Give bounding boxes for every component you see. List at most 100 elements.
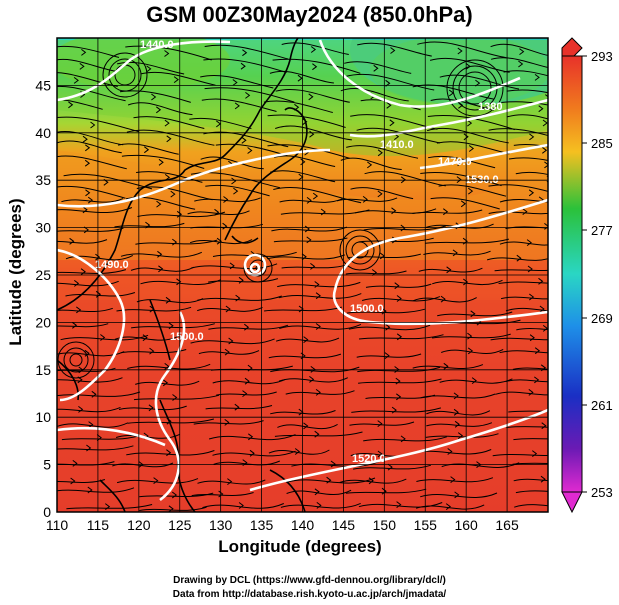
streamline-arrow bbox=[234, 403, 240, 411]
streamline-arrow bbox=[298, 305, 304, 313]
streamline bbox=[515, 171, 548, 175]
streamline bbox=[140, 279, 221, 286]
streamline-arrow bbox=[446, 266, 452, 274]
streamline-arrow bbox=[229, 262, 235, 270]
streamline-arrow bbox=[164, 119, 170, 127]
streamline bbox=[57, 227, 124, 232]
streamline bbox=[57, 269, 127, 274]
streamline-arrow bbox=[391, 207, 397, 215]
streamline bbox=[274, 431, 363, 437]
streamline bbox=[346, 308, 426, 314]
streamline-arrow bbox=[170, 190, 176, 198]
streamline-arrow bbox=[248, 433, 254, 441]
streamline-arrow bbox=[166, 449, 172, 457]
streamline-arrow bbox=[235, 294, 241, 302]
streamline-arrow bbox=[164, 174, 171, 181]
streamline bbox=[340, 87, 409, 102]
streamline-arrow bbox=[454, 491, 460, 499]
streamline bbox=[121, 154, 205, 169]
contour-label: 1410.0 bbox=[380, 139, 414, 151]
streamline bbox=[57, 351, 125, 357]
eddy-streamline bbox=[102, 52, 148, 98]
streamline bbox=[208, 324, 289, 330]
streamline bbox=[190, 263, 278, 270]
contour-label: 1470.0 bbox=[438, 156, 472, 168]
streamline bbox=[278, 293, 362, 299]
streamline bbox=[198, 350, 260, 355]
streamline-arrow bbox=[301, 253, 307, 261]
streamline-arrow bbox=[542, 119, 548, 127]
streamline-arrow bbox=[224, 348, 230, 356]
streamline bbox=[344, 61, 412, 74]
streamline-arrow bbox=[456, 176, 462, 183]
streamline bbox=[512, 367, 548, 370]
streamline bbox=[118, 405, 187, 411]
x-tick-label: 140 bbox=[291, 517, 315, 533]
streamline bbox=[346, 145, 419, 159]
streamline bbox=[364, 171, 446, 187]
streamline-arrow bbox=[172, 394, 178, 401]
y-tick-label: 10 bbox=[35, 409, 51, 425]
streamline bbox=[275, 337, 340, 343]
streamline bbox=[277, 281, 361, 288]
streamline-arrow bbox=[538, 277, 544, 285]
streamline-arrow bbox=[467, 332, 473, 340]
y-tick-label: 0 bbox=[43, 504, 51, 520]
streamline-arrow bbox=[534, 74, 540, 81]
streamline bbox=[200, 74, 274, 89]
streamline-arrow bbox=[468, 145, 475, 152]
streamline-arrow bbox=[528, 389, 534, 396]
streamline bbox=[488, 128, 548, 137]
streamline-arrow bbox=[87, 486, 93, 494]
streamline-arrow bbox=[387, 463, 393, 471]
streamline-arrow bbox=[162, 379, 169, 387]
streamline-arrow bbox=[551, 435, 555, 441]
streamline bbox=[490, 43, 548, 56]
streamline bbox=[499, 241, 548, 246]
streamline-arrow bbox=[166, 135, 172, 143]
streamline bbox=[413, 297, 477, 303]
x-tick-label: 135 bbox=[250, 517, 274, 533]
streamline bbox=[204, 44, 289, 60]
streamline-arrow bbox=[368, 477, 374, 485]
streamline-arrow bbox=[149, 347, 155, 355]
streamline bbox=[201, 98, 277, 112]
streamline-arrow bbox=[460, 200, 467, 208]
streamline-arrow bbox=[453, 392, 459, 400]
streamline bbox=[271, 226, 348, 232]
streamline bbox=[57, 58, 119, 73]
streamline bbox=[190, 172, 281, 189]
contour-label: 1520.0 bbox=[352, 453, 386, 465]
contour-label: 1440.0 bbox=[140, 39, 174, 51]
streamline-arrow bbox=[172, 238, 178, 246]
streamline-arrow bbox=[450, 476, 456, 483]
y-tick-label: 30 bbox=[35, 220, 51, 236]
streamline bbox=[488, 211, 548, 215]
streamline-arrow bbox=[156, 106, 162, 114]
streamline bbox=[205, 184, 270, 197]
streamline-arrow bbox=[151, 93, 157, 101]
streamline bbox=[506, 114, 548, 120]
streamline bbox=[190, 338, 275, 345]
streamline bbox=[197, 479, 266, 485]
streamline bbox=[486, 257, 548, 261]
streamline bbox=[127, 102, 193, 116]
streamline-arrow bbox=[146, 65, 152, 73]
streamline bbox=[439, 378, 513, 384]
streamline bbox=[136, 186, 213, 201]
x-tick-label: 115 bbox=[87, 517, 110, 533]
streamline bbox=[508, 157, 548, 161]
streamline-arrow bbox=[468, 187, 474, 195]
streamline-arrow bbox=[471, 377, 477, 384]
streamline bbox=[187, 210, 250, 215]
streamline bbox=[420, 172, 502, 187]
streamline-arrow bbox=[314, 488, 320, 496]
streamline bbox=[57, 307, 113, 313]
streamline-arrow bbox=[532, 450, 538, 457]
streamline bbox=[492, 453, 548, 457]
streamline-arrow bbox=[541, 422, 547, 430]
streamline-arrow bbox=[527, 265, 533, 273]
streamline bbox=[275, 88, 350, 103]
streamline bbox=[57, 323, 109, 328]
streamline-arrow bbox=[100, 334, 106, 341]
